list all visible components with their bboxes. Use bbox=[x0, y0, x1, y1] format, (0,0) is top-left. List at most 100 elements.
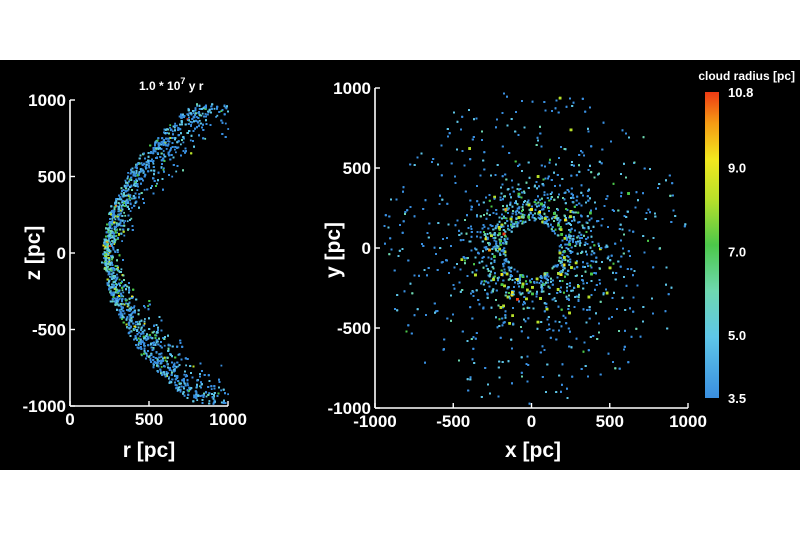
left-data-point bbox=[144, 318, 146, 320]
left-data-point bbox=[168, 174, 170, 176]
left-data-point bbox=[187, 114, 190, 116]
left-data-point bbox=[105, 239, 108, 242]
left-data-point bbox=[153, 330, 155, 333]
left-data-point bbox=[119, 224, 122, 227]
left-data-point bbox=[196, 105, 198, 107]
left-data-point bbox=[201, 383, 203, 386]
left-data-point bbox=[176, 377, 178, 379]
left-data-point bbox=[193, 110, 196, 112]
left-data-point bbox=[120, 271, 122, 273]
left-data-point bbox=[180, 121, 183, 123]
left-data-point bbox=[165, 148, 168, 150]
left-data-point bbox=[132, 170, 135, 173]
left-data-point bbox=[147, 350, 149, 352]
left-data-point bbox=[133, 184, 136, 187]
left-data-point bbox=[168, 376, 170, 379]
left-data-point bbox=[105, 227, 107, 230]
left-data-point bbox=[224, 392, 226, 395]
left-data-point bbox=[117, 210, 120, 213]
left-data-point bbox=[162, 168, 165, 171]
left-data-point bbox=[177, 386, 180, 389]
left-data-point bbox=[224, 122, 227, 125]
left-data-point bbox=[198, 134, 200, 137]
left-data-point bbox=[154, 357, 157, 359]
left-data-point bbox=[184, 384, 187, 387]
left-data-point bbox=[194, 112, 197, 115]
left-data-point bbox=[207, 110, 209, 113]
left-data-point bbox=[154, 146, 156, 149]
left-data-point bbox=[117, 300, 119, 303]
left-data-point bbox=[144, 173, 147, 176]
left-data-point bbox=[167, 140, 169, 142]
left-data-point bbox=[175, 170, 178, 173]
left-data-point bbox=[119, 212, 122, 215]
left-data-point bbox=[156, 182, 158, 185]
left-data-point bbox=[106, 269, 109, 272]
left-data-point bbox=[119, 203, 121, 206]
left-data-point bbox=[201, 402, 204, 404]
left-data-point bbox=[227, 393, 229, 396]
left-data-point bbox=[152, 348, 155, 351]
left-data-point bbox=[121, 312, 123, 315]
left-data-point bbox=[130, 313, 133, 315]
left-scatter-points bbox=[101, 103, 230, 405]
left-data-point bbox=[115, 231, 117, 234]
left-data-point bbox=[169, 124, 172, 127]
left-data-point bbox=[109, 241, 112, 244]
left-data-point bbox=[116, 273, 118, 276]
left-data-point bbox=[182, 392, 184, 395]
left-data-point bbox=[206, 113, 209, 116]
left-data-point bbox=[154, 141, 157, 144]
left-data-point bbox=[112, 236, 115, 239]
left-data-point bbox=[162, 150, 165, 152]
left-data-point bbox=[174, 122, 176, 125]
left-data-point bbox=[196, 116, 198, 118]
left-data-point bbox=[140, 170, 142, 173]
left-data-point bbox=[118, 202, 121, 205]
left-data-point bbox=[215, 116, 217, 118]
left-data-point bbox=[162, 337, 165, 339]
left-data-point bbox=[199, 385, 201, 388]
left-data-point bbox=[127, 193, 130, 196]
left-data-point bbox=[186, 113, 189, 116]
left-data-point bbox=[136, 189, 139, 191]
left-data-point bbox=[182, 141, 185, 144]
left-data-point bbox=[167, 372, 169, 374]
left-data-point bbox=[104, 243, 107, 246]
left-data-point bbox=[169, 126, 171, 129]
left-data-point bbox=[113, 228, 116, 231]
left-data-point bbox=[143, 322, 146, 325]
left-data-point bbox=[168, 150, 171, 153]
left-data-point bbox=[104, 255, 106, 257]
left-data-point bbox=[116, 231, 118, 234]
left-data-point bbox=[139, 335, 142, 338]
left-data-point bbox=[136, 346, 139, 349]
left-data-point bbox=[157, 143, 160, 146]
left-data-point bbox=[171, 175, 174, 178]
left-data-point bbox=[133, 180, 136, 183]
left-data-point bbox=[136, 167, 138, 170]
left-data-point bbox=[110, 256, 113, 259]
left-data-point bbox=[115, 235, 118, 237]
left-data-point bbox=[162, 142, 165, 145]
left-data-point bbox=[150, 169, 153, 172]
left-data-point bbox=[103, 240, 106, 243]
left-data-point bbox=[168, 369, 171, 371]
left-data-point bbox=[142, 179, 144, 182]
left-data-point bbox=[213, 107, 216, 110]
left-data-point bbox=[163, 167, 165, 170]
left-data-point bbox=[109, 232, 112, 234]
left-data-point bbox=[113, 232, 116, 235]
left-data-point bbox=[155, 341, 158, 344]
left-data-point bbox=[119, 219, 122, 222]
left-data-point bbox=[138, 331, 140, 334]
left-data-point bbox=[171, 142, 174, 144]
left-data-point bbox=[188, 112, 191, 115]
left-data-point bbox=[154, 144, 156, 146]
left-data-point bbox=[156, 357, 159, 360]
left-data-point bbox=[111, 254, 114, 257]
figure-panel: 1000 500 0 -500 -1000 0 500 1000 z [pc] r [pc]… bbox=[0, 60, 800, 470]
left-data-point bbox=[163, 139, 165, 141]
left-data-point bbox=[190, 124, 192, 126]
left-data-point bbox=[114, 201, 116, 204]
